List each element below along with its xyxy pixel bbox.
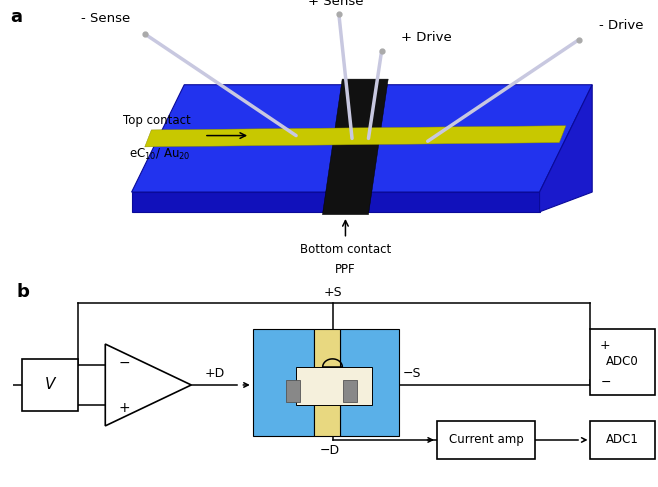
Polygon shape (322, 79, 388, 215)
Text: −D: −D (319, 444, 340, 457)
FancyBboxPatch shape (295, 367, 372, 405)
Text: +S: +S (323, 286, 342, 300)
Polygon shape (145, 126, 566, 147)
Text: $-$: $-$ (118, 355, 130, 369)
Text: eC$_{10}$/ Au$_{20}$: eC$_{10}$/ Au$_{20}$ (129, 147, 191, 162)
Text: b: b (16, 282, 29, 300)
Polygon shape (132, 192, 540, 212)
Text: + Drive: + Drive (401, 31, 452, 44)
FancyBboxPatch shape (22, 359, 78, 411)
Text: PPF: PPF (335, 262, 356, 276)
FancyBboxPatch shape (314, 329, 340, 436)
Text: - Sense: - Sense (81, 13, 130, 25)
Text: ADC1: ADC1 (606, 433, 639, 447)
Polygon shape (540, 85, 592, 212)
Polygon shape (105, 344, 191, 426)
FancyBboxPatch shape (286, 380, 300, 402)
Text: −S: −S (403, 367, 422, 380)
FancyBboxPatch shape (343, 380, 357, 402)
Text: Bottom contact: Bottom contact (300, 243, 391, 256)
Text: +D: +D (204, 367, 224, 380)
FancyBboxPatch shape (590, 329, 655, 395)
Text: Current amp: Current amp (449, 433, 523, 447)
FancyBboxPatch shape (590, 421, 655, 459)
FancyBboxPatch shape (437, 421, 535, 459)
FancyBboxPatch shape (340, 329, 399, 436)
Text: ADC0: ADC0 (606, 356, 639, 369)
Text: - Drive: - Drive (599, 19, 644, 33)
Text: + Sense: + Sense (308, 0, 363, 8)
Text: V: V (45, 377, 55, 393)
FancyBboxPatch shape (253, 329, 314, 436)
Text: +: + (599, 339, 610, 352)
Text: $+$: $+$ (118, 401, 130, 415)
Polygon shape (132, 85, 592, 192)
Text: Top contact: Top contact (123, 114, 191, 127)
Text: $-$: $-$ (599, 375, 611, 388)
Text: a: a (10, 8, 22, 26)
